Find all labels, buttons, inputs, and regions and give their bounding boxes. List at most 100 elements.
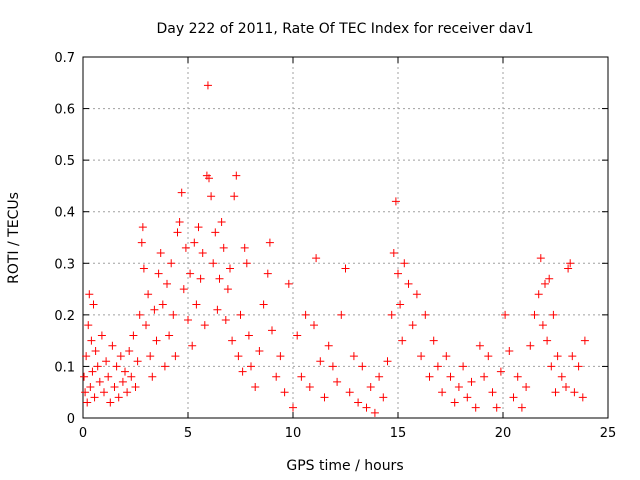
data-point — [150, 305, 159, 314]
x-axis-title: GPS time / hours — [286, 458, 403, 474]
data-point — [408, 321, 417, 330]
data-point — [121, 367, 129, 376]
data-point — [186, 269, 195, 278]
data-point — [88, 367, 97, 376]
data-point — [568, 352, 577, 361]
data-point — [566, 259, 575, 268]
data-point — [160, 362, 169, 371]
data-point — [205, 174, 213, 183]
data-point — [154, 269, 163, 278]
data-point — [333, 377, 342, 386]
data-point — [133, 357, 142, 366]
data-point — [564, 264, 573, 273]
data-points — [80, 81, 589, 417]
data-point — [200, 321, 209, 330]
x-tick-label: 25 — [600, 426, 617, 441]
data-point — [226, 264, 234, 273]
data-point — [467, 377, 476, 386]
data-point — [438, 388, 447, 397]
data-point — [255, 346, 264, 355]
data-point — [221, 316, 230, 325]
data-point — [553, 352, 562, 361]
data-point — [82, 352, 91, 361]
data-point — [81, 388, 90, 397]
data-point — [118, 377, 127, 386]
data-point — [341, 264, 350, 273]
data-point — [429, 336, 438, 345]
data-point — [152, 336, 161, 345]
data-point — [446, 372, 455, 381]
data-point — [389, 248, 398, 257]
data-point — [459, 362, 468, 371]
data-point — [131, 383, 140, 392]
data-point — [156, 248, 165, 257]
data-point — [198, 248, 207, 257]
data-point — [513, 372, 522, 381]
data-point — [179, 285, 188, 294]
data-point — [238, 367, 247, 376]
data-point — [391, 197, 400, 206]
data-point — [354, 398, 363, 407]
data-point — [87, 336, 96, 345]
data-point — [163, 279, 171, 288]
data-point — [84, 321, 93, 330]
data-point — [574, 362, 583, 371]
data-point — [396, 300, 405, 309]
data-point — [209, 259, 218, 268]
data-point — [100, 388, 108, 397]
data-point — [375, 372, 384, 381]
data-point — [530, 310, 539, 319]
data-point — [362, 403, 371, 412]
y-tick-label: 0.1 — [54, 360, 75, 375]
data-point — [194, 223, 203, 232]
data-point — [244, 331, 253, 340]
data-point — [86, 383, 95, 392]
data-point — [91, 346, 100, 355]
data-point — [475, 341, 484, 350]
data-point — [148, 372, 157, 381]
data-point — [251, 383, 260, 392]
y-tick-label: 0 — [67, 412, 75, 427]
data-point — [228, 336, 237, 345]
data-point — [358, 362, 367, 371]
data-point — [135, 310, 144, 319]
data-point — [412, 290, 421, 299]
data-point — [488, 388, 497, 397]
data-point — [398, 336, 407, 345]
data-point — [442, 352, 451, 361]
data-point — [421, 310, 430, 319]
data-point — [158, 300, 167, 309]
data-point — [196, 274, 205, 283]
data-point — [526, 341, 535, 350]
data-point — [215, 274, 224, 283]
data-point — [171, 352, 180, 361]
y-tick-label: 0.2 — [54, 309, 75, 324]
data-point — [85, 290, 94, 299]
data-point — [223, 285, 232, 294]
data-point — [97, 331, 106, 340]
data-point — [400, 259, 409, 268]
data-point — [259, 300, 268, 309]
data-point — [534, 290, 543, 299]
data-point — [217, 218, 226, 227]
data-point — [570, 388, 579, 397]
x-tick-label: 0 — [79, 426, 87, 441]
data-point — [263, 269, 272, 278]
data-point — [454, 383, 463, 392]
data-point — [137, 238, 146, 247]
x-tick-label: 20 — [495, 426, 512, 441]
data-point — [102, 357, 111, 366]
y-tick-label: 0.5 — [54, 154, 75, 169]
x-tick-label: 15 — [390, 426, 407, 441]
data-point — [320, 393, 329, 402]
data-point — [123, 388, 132, 397]
grid-lines — [83, 57, 608, 418]
data-point — [471, 403, 480, 412]
data-point — [538, 321, 547, 330]
data-point — [522, 383, 531, 392]
data-point — [404, 279, 413, 288]
data-point — [293, 331, 302, 340]
data-point — [297, 372, 306, 381]
data-point — [394, 269, 402, 278]
